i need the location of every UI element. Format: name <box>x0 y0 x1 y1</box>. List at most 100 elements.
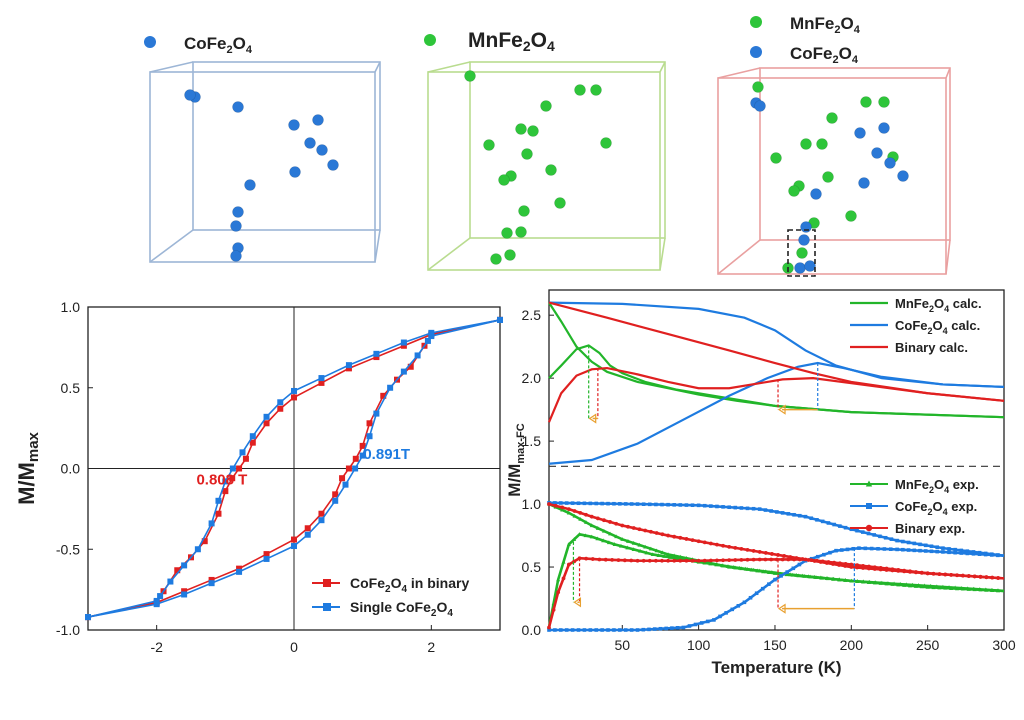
data-point <box>564 501 569 505</box>
x-tick-label: 200 <box>840 637 864 653</box>
data-point <box>373 354 380 361</box>
data-point <box>733 545 738 550</box>
cube-edge <box>717 67 761 79</box>
data-point <box>715 542 719 547</box>
data-point <box>955 573 959 578</box>
data-point <box>996 553 1000 558</box>
data-point <box>978 574 983 579</box>
data-point <box>715 558 719 563</box>
mnfe2o4-particle <box>515 123 527 135</box>
data-point <box>763 551 768 555</box>
series-mnfe2o4-exp- <box>547 501 1005 630</box>
mnfe2o4-particle <box>504 249 516 261</box>
data-point <box>582 501 587 506</box>
data-point <box>878 566 883 570</box>
cofe2o4-particle <box>754 100 766 112</box>
mnfe2o4-particle <box>800 138 812 150</box>
data-point <box>318 517 325 524</box>
data-point <box>702 560 707 565</box>
legend-marker <box>750 16 762 28</box>
annotation-binary-coercivity: 0.808 T <box>196 472 247 489</box>
data-point <box>843 525 848 530</box>
legend-marker <box>750 46 762 58</box>
data-point <box>953 550 957 555</box>
data-point <box>763 557 768 562</box>
data-point <box>670 626 674 630</box>
data-point <box>602 518 606 523</box>
data-point <box>815 554 820 559</box>
data-point <box>181 562 188 569</box>
data-point <box>553 501 557 505</box>
cofe2o4-particle <box>230 220 242 232</box>
cube-edge <box>427 237 471 271</box>
data-point <box>626 539 631 543</box>
data-point <box>995 588 1000 593</box>
data-point <box>910 582 915 587</box>
data-point <box>861 563 865 568</box>
data-point <box>860 530 865 534</box>
data-point <box>896 568 901 572</box>
data-point <box>318 375 325 382</box>
cube-front-face <box>427 71 661 271</box>
cofe2o4-particle <box>327 159 339 171</box>
data-point <box>157 593 164 600</box>
data-point <box>600 501 604 506</box>
data-point <box>965 551 970 556</box>
data-point <box>828 550 832 555</box>
data-point <box>672 558 677 563</box>
data-point <box>559 501 563 505</box>
data-point <box>733 558 738 562</box>
data-point <box>867 579 872 584</box>
data-point <box>566 510 571 515</box>
data-point <box>648 546 653 551</box>
cofe2o4-particle <box>897 170 909 182</box>
cube-edge <box>374 61 381 73</box>
data-point <box>635 502 640 506</box>
data-point <box>345 365 352 372</box>
data-point <box>885 581 890 585</box>
data-point <box>843 561 848 566</box>
cofe2o4-particle <box>854 127 866 139</box>
data-point <box>690 538 695 542</box>
data-point <box>772 571 777 575</box>
data-point <box>837 577 842 582</box>
data-point <box>612 542 617 546</box>
data-point <box>572 509 577 513</box>
data-point <box>843 578 848 582</box>
data-point <box>721 543 725 548</box>
data-point <box>693 622 698 627</box>
data-point <box>647 627 651 632</box>
data-point <box>629 628 634 632</box>
data-point <box>749 567 754 572</box>
data-point <box>359 442 366 449</box>
mnfe2o4-particle <box>521 148 533 160</box>
data-point <box>767 570 772 575</box>
data-point <box>291 536 297 543</box>
data-point <box>895 538 899 543</box>
data-point <box>339 475 346 482</box>
data-point <box>849 562 854 567</box>
data-point <box>849 527 854 532</box>
data-point <box>863 546 868 551</box>
data-point <box>959 548 964 553</box>
data-point <box>608 531 613 536</box>
data-point <box>653 558 658 563</box>
series-mnfe2o4-calc- <box>548 301 1005 419</box>
data-point <box>424 337 431 344</box>
data-point <box>803 557 808 562</box>
cofe2o4-particle <box>232 206 244 218</box>
x-tick-label: 150 <box>763 637 787 653</box>
data-point <box>547 625 551 630</box>
data-point <box>923 549 928 553</box>
y-tick-label: 0.0 <box>522 622 542 638</box>
data-point <box>745 557 750 562</box>
data-point <box>387 384 394 391</box>
data-point <box>965 586 970 591</box>
mnfe2o4-particle <box>590 84 602 96</box>
data-point <box>561 559 566 564</box>
data-point <box>906 540 911 545</box>
cube-front-face <box>149 71 376 263</box>
legend-label: CoFe2O4 calc. <box>895 318 980 336</box>
data-point <box>606 501 610 506</box>
data-point <box>919 570 924 575</box>
